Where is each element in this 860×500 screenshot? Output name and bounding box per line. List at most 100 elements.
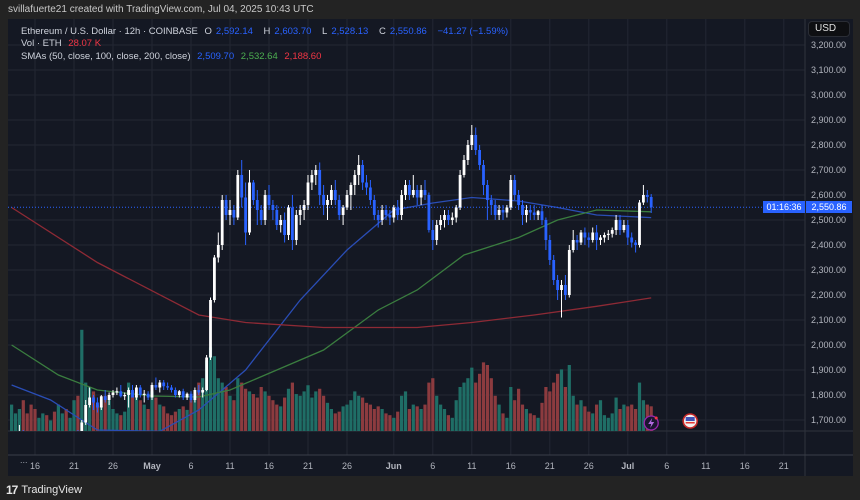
symbol-title[interactable]: Ethereum / U.S. Dollar · 12h · COINBASE — [21, 26, 198, 37]
volume-bar — [559, 369, 564, 431]
candle-body — [404, 185, 407, 195]
candle-body — [450, 217, 454, 220]
time-tick-label: May — [143, 461, 161, 471]
volume-bar — [134, 395, 138, 431]
candle-body — [525, 210, 528, 215]
price-tick-label: 2,000.00 — [811, 340, 846, 350]
volume-bar — [634, 409, 638, 431]
time-tick-label: 21 — [303, 461, 313, 471]
volume-bar — [251, 394, 255, 431]
candle-body — [466, 145, 470, 160]
volume-bar — [123, 411, 127, 431]
chart-panel[interactable]: 1,700.00 1,800.00 1,900.00 2,000.00 2,100.00… — [8, 19, 853, 476]
candle-body — [458, 175, 462, 208]
volume-bar — [602, 415, 606, 431]
price-tick-label: 2,800.00 — [811, 140, 846, 150]
volume-bar — [466, 378, 470, 431]
price-chart[interactable]: 1,700.00 1,800.00 1,900.00 2,000.00 2,100.00… — [8, 19, 853, 476]
candle-body — [540, 211, 544, 220]
volume-bar — [540, 402, 544, 431]
volume-bar — [306, 385, 310, 431]
volume-bar — [595, 404, 599, 431]
tradingview-logo[interactable]: 17 TradingView — [6, 483, 82, 497]
candle-body — [287, 207, 290, 235]
sma-label[interactable]: SMAs (50, close, 100, close, 200, close) — [21, 51, 191, 62]
time-tick-label: Jul — [621, 461, 634, 471]
volume-bar — [325, 402, 330, 431]
candle-body — [174, 390, 177, 395]
candle-body — [595, 232, 598, 240]
volume-legend: Vol · ETH 28.07 K — [21, 38, 105, 49]
volume-bar — [318, 388, 322, 431]
currency-button[interactable]: USD — [808, 21, 850, 37]
sma50-value: 2,509.70 — [197, 51, 235, 62]
volume-bar — [470, 367, 474, 431]
candle-body — [415, 190, 419, 198]
volume-bar — [162, 406, 166, 431]
volume-bar — [361, 397, 365, 431]
last-price-value: 2,550.86 — [811, 202, 847, 212]
volume-bar — [497, 404, 501, 431]
high-label: H — [263, 26, 271, 37]
us-economic-event-flag-icon — [682, 413, 699, 429]
candle-body — [170, 387, 173, 390]
candle-body — [314, 170, 318, 175]
volume-bar — [56, 404, 60, 431]
volume-bar — [115, 413, 119, 431]
candle-body — [482, 165, 485, 185]
candle-body — [560, 285, 563, 290]
candle-body — [65, 441, 68, 449]
volume-bar — [626, 406, 630, 431]
volume-bar — [372, 409, 376, 431]
volume-bar — [341, 406, 345, 431]
candle-body — [10, 445, 13, 446]
candle-body — [236, 175, 240, 218]
volume-bar — [91, 391, 96, 431]
candle-body — [88, 397, 91, 405]
volume-bar — [505, 417, 509, 431]
candle-body — [634, 242, 637, 245]
volume-bar — [419, 409, 423, 431]
volume-bar — [583, 406, 587, 431]
candle-body — [603, 235, 606, 238]
candle-body — [337, 200, 341, 215]
candle-body — [567, 250, 571, 295]
candle-body — [220, 200, 224, 245]
sma-legend: SMAs (50, close, 100, close, 200, close)… — [21, 51, 325, 62]
candle-body — [240, 175, 244, 198]
candle-body — [213, 257, 216, 300]
time-tick-label: 21 — [779, 461, 789, 471]
price-tick-label: 2,500.00 — [811, 215, 846, 225]
volume-bar — [575, 404, 579, 431]
candle-body — [330, 190, 333, 200]
volume-bar — [493, 395, 497, 431]
close-value: 2,550.86 — [389, 26, 427, 37]
volume-bar — [396, 411, 400, 431]
volume-bar — [630, 404, 634, 431]
candle-body — [298, 210, 302, 215]
volume-bar — [294, 394, 298, 431]
open-value: 2,592.14 — [215, 26, 253, 37]
volume-label[interactable]: Vol · ETH — [21, 38, 62, 49]
volume-bar — [271, 400, 275, 431]
candle-body — [341, 207, 345, 215]
volume-bar — [353, 391, 357, 431]
volume-bar — [208, 347, 213, 431]
collapsed-pane-menu[interactable]: ... — [20, 455, 28, 465]
time-tick-label: 21 — [545, 461, 555, 471]
candle-body — [131, 390, 134, 398]
candle-body — [177, 391, 181, 395]
volume-bar — [357, 395, 361, 431]
volume-bar — [501, 413, 505, 431]
ohlc-close: C 2,550.86 — [379, 26, 431, 37]
volume-bar — [216, 378, 220, 431]
volume-bar — [474, 382, 478, 431]
low-label: L — [322, 26, 328, 37]
candle-body — [528, 210, 532, 213]
candle-body — [103, 396, 107, 400]
candle-body — [486, 185, 489, 200]
candle-body — [244, 197, 247, 233]
candle-body — [252, 182, 255, 200]
candle-body — [26, 440, 29, 445]
candle-body — [642, 195, 645, 203]
